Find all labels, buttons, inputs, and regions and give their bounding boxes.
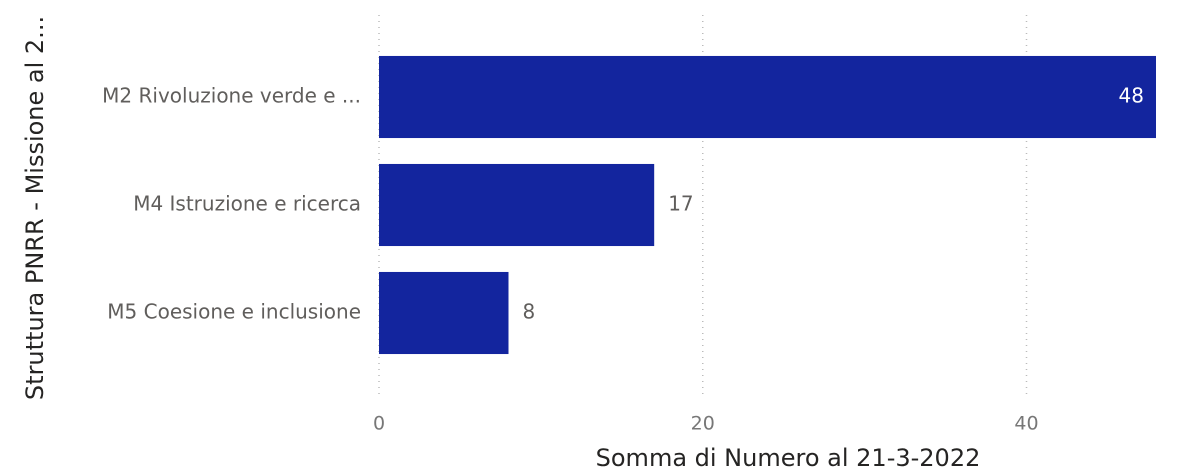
data-label: 48	[1119, 84, 1144, 108]
y-tick-label: M4 Istruzione e ricerca	[133, 192, 361, 216]
x-tick-label: 40	[1014, 413, 1038, 435]
x-axis-title: Somma di Numero al 21-3-2022	[596, 444, 981, 472]
x-tick-label: 0	[373, 413, 385, 435]
y-tick-label: M2 Rivoluzione verde e ...	[102, 84, 361, 108]
x-tick-label: 20	[691, 413, 715, 435]
data-label: 17	[668, 192, 693, 216]
y-axis-title: Struttura PNRR - Missione al 2...	[21, 16, 49, 400]
bar	[379, 55, 1156, 139]
bar	[379, 271, 509, 355]
y-tick-label: M5 Coesione e inclusione	[107, 300, 361, 324]
bar	[379, 163, 655, 247]
data-label: 8	[523, 300, 536, 324]
